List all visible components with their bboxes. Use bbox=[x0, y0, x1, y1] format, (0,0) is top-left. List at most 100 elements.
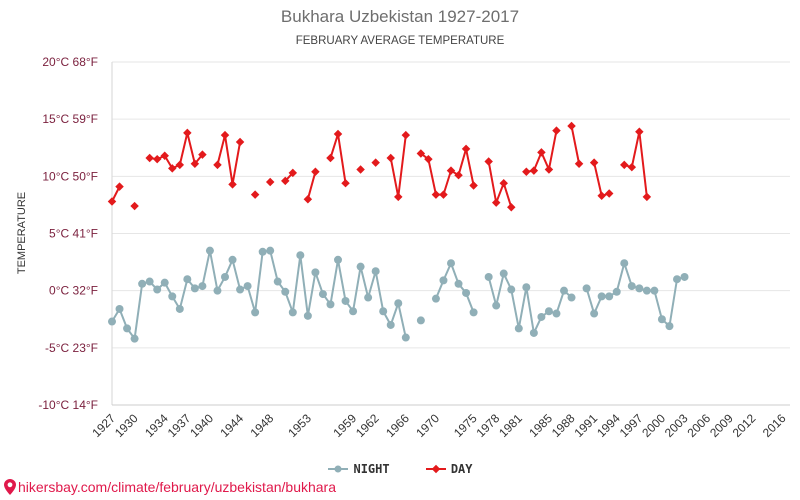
data-point-night[interactable] bbox=[605, 292, 614, 301]
data-point-day[interactable] bbox=[341, 178, 350, 188]
data-point-day[interactable] bbox=[235, 137, 245, 147]
data-point-night[interactable] bbox=[431, 294, 440, 303]
data-point-day[interactable] bbox=[371, 158, 380, 167]
data-point-night[interactable] bbox=[371, 267, 380, 276]
data-point-night[interactable] bbox=[439, 276, 448, 285]
data-point-night[interactable] bbox=[221, 272, 229, 281]
data-point-night[interactable] bbox=[627, 282, 636, 291]
data-point-night[interactable] bbox=[243, 282, 252, 291]
legend-item-night[interactable]: NIGHT bbox=[327, 462, 390, 476]
data-point-day[interactable] bbox=[589, 158, 599, 167]
data-point-night[interactable] bbox=[138, 279, 147, 288]
data-point-day[interactable] bbox=[544, 165, 554, 174]
data-point-night[interactable] bbox=[401, 333, 410, 342]
data-point-day[interactable] bbox=[281, 176, 290, 186]
data-point-day[interactable] bbox=[175, 160, 185, 170]
data-point-day[interactable] bbox=[537, 148, 546, 157]
data-point-night[interactable] bbox=[160, 278, 169, 287]
data-point-day[interactable] bbox=[627, 162, 637, 172]
data-point-day[interactable] bbox=[303, 194, 313, 204]
data-point-night[interactable] bbox=[175, 304, 184, 313]
data-point-day[interactable] bbox=[183, 128, 192, 138]
data-point-night[interactable] bbox=[334, 255, 342, 264]
data-point-night[interactable] bbox=[123, 324, 132, 333]
data-point-night[interactable] bbox=[251, 308, 260, 317]
data-point-day[interactable] bbox=[152, 154, 162, 164]
data-point-night[interactable] bbox=[552, 309, 561, 318]
data-point-day[interactable] bbox=[213, 160, 222, 170]
data-point-night[interactable] bbox=[499, 269, 508, 278]
data-point-day[interactable] bbox=[130, 201, 139, 211]
data-point-night[interactable] bbox=[416, 316, 425, 325]
data-point-night[interactable] bbox=[349, 307, 358, 316]
data-point-day[interactable] bbox=[228, 180, 237, 189]
data-point-night[interactable] bbox=[205, 246, 214, 255]
data-point-night[interactable] bbox=[303, 311, 312, 320]
data-point-night[interactable] bbox=[168, 292, 177, 301]
data-point-night[interactable] bbox=[567, 293, 576, 302]
data-point-night[interactable] bbox=[673, 275, 681, 284]
data-point-day[interactable] bbox=[635, 127, 644, 136]
data-point-night[interactable] bbox=[236, 285, 245, 294]
data-point-night[interactable] bbox=[273, 277, 282, 286]
data-point-day[interactable] bbox=[567, 121, 576, 131]
data-point-day[interactable] bbox=[145, 153, 154, 163]
data-point-day[interactable] bbox=[168, 164, 177, 173]
data-point-night[interactable] bbox=[364, 293, 373, 302]
data-point-night[interactable] bbox=[153, 285, 162, 294]
data-point-day[interactable] bbox=[484, 157, 493, 166]
data-point-day[interactable] bbox=[190, 159, 200, 168]
data-point-night[interactable] bbox=[612, 287, 621, 296]
data-point-night[interactable] bbox=[386, 320, 395, 329]
data-point-night[interactable] bbox=[326, 300, 335, 309]
data-point-day[interactable] bbox=[597, 191, 606, 201]
data-point-day[interactable] bbox=[604, 189, 614, 198]
data-point-night[interactable] bbox=[228, 255, 237, 264]
data-point-night[interactable] bbox=[514, 324, 523, 333]
data-point-night[interactable] bbox=[130, 334, 139, 343]
data-point-night[interactable] bbox=[560, 286, 568, 295]
data-point-day[interactable] bbox=[439, 190, 448, 199]
data-point-night[interactable] bbox=[258, 247, 267, 256]
data-point-day[interactable] bbox=[198, 150, 207, 159]
data-point-night[interactable] bbox=[447, 259, 455, 268]
data-point-night[interactable] bbox=[522, 283, 531, 292]
data-point-day[interactable] bbox=[454, 170, 463, 180]
data-point-night[interactable] bbox=[529, 328, 538, 337]
data-point-night[interactable] bbox=[288, 308, 297, 317]
data-point-night[interactable] bbox=[544, 307, 553, 316]
data-point-night[interactable] bbox=[537, 312, 546, 321]
data-point-night[interactable] bbox=[650, 286, 659, 295]
data-point-night[interactable] bbox=[266, 246, 275, 255]
data-point-day[interactable] bbox=[401, 130, 411, 140]
data-point-night[interactable] bbox=[469, 308, 478, 317]
data-point-night[interactable] bbox=[657, 315, 666, 324]
data-point-night[interactable] bbox=[356, 262, 365, 271]
data-point-day[interactable] bbox=[115, 182, 124, 191]
data-point-day[interactable] bbox=[491, 198, 501, 207]
data-point-day[interactable] bbox=[469, 181, 478, 190]
data-point-night[interactable] bbox=[145, 277, 154, 286]
data-point-night[interactable] bbox=[507, 285, 516, 294]
data-point-night[interactable] bbox=[213, 286, 222, 295]
data-point-day[interactable] bbox=[642, 192, 652, 202]
data-point-day[interactable] bbox=[499, 178, 508, 188]
legend-item-day[interactable]: DAY bbox=[425, 462, 473, 476]
data-point-day[interactable] bbox=[386, 153, 395, 163]
data-point-day[interactable] bbox=[288, 168, 298, 178]
data-point-day[interactable] bbox=[333, 129, 343, 139]
data-point-night[interactable] bbox=[190, 284, 199, 293]
data-point-day[interactable] bbox=[160, 151, 169, 160]
data-point-night[interactable] bbox=[462, 288, 471, 297]
data-point-day[interactable] bbox=[250, 190, 260, 199]
data-point-night[interactable] bbox=[311, 268, 320, 277]
data-point-day[interactable] bbox=[446, 166, 456, 175]
data-point-day[interactable] bbox=[552, 126, 561, 135]
data-point-day[interactable] bbox=[620, 160, 629, 170]
data-point-day[interactable] bbox=[461, 144, 471, 154]
data-point-night[interactable] bbox=[108, 317, 116, 326]
data-point-night[interactable] bbox=[582, 284, 591, 293]
data-point-night[interactable] bbox=[665, 322, 674, 331]
data-point-night[interactable] bbox=[183, 275, 192, 284]
footer-link[interactable]: hikersbay.com/climate/february/uzbekista… bbox=[4, 479, 336, 495]
